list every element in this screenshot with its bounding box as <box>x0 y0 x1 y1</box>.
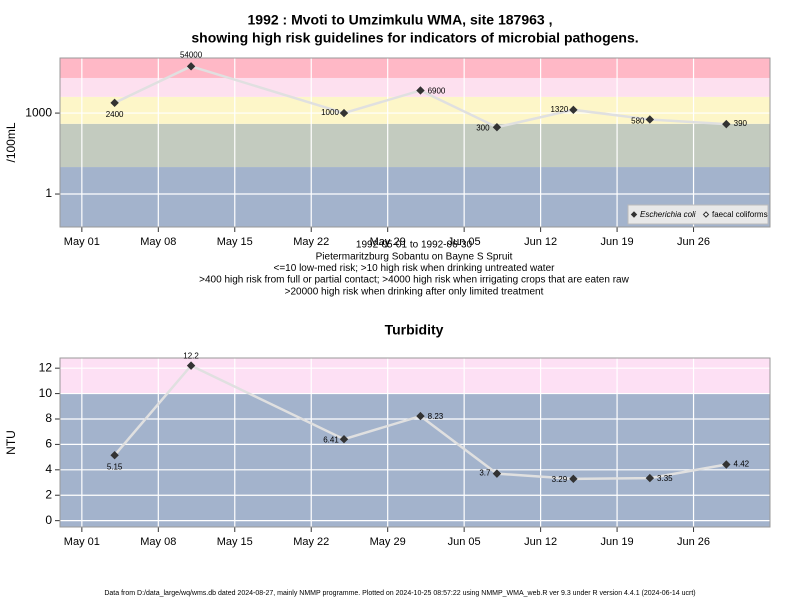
data-label: 5.15 <box>107 462 123 471</box>
data-label: 12.2 <box>183 352 199 361</box>
x-tick-label: Jun 05 <box>448 536 481 548</box>
y-tick-label: 6 <box>45 437 52 451</box>
data-label: 1320 <box>550 105 568 114</box>
x-tick-label: May 08 <box>140 236 176 248</box>
data-point <box>492 122 502 132</box>
y-tick-label: 2 <box>45 487 52 501</box>
data-label: 3.29 <box>552 475 568 484</box>
note: >400 high risk from full or partial cont… <box>199 275 629 286</box>
data-point <box>186 361 196 370</box>
data-label: 300 <box>476 123 490 132</box>
y-tick-label: 1000 <box>25 105 52 119</box>
x-tick-label: Jun 12 <box>524 536 557 548</box>
footer: Data from D:/data_large/wq/wms.db dated … <box>104 590 695 597</box>
data-label: 6.41 <box>323 435 339 444</box>
y-axis-label: NTU <box>4 430 18 455</box>
x-tick-label: May 29 <box>370 236 406 248</box>
y-tick-label: 8 <box>45 411 52 425</box>
x-tick-label: Jun 12 <box>524 236 557 248</box>
data-label: 6900 <box>428 87 446 96</box>
y-tick-label: 12 <box>39 360 53 374</box>
x-tick-label: May 22 <box>293 236 329 248</box>
data-label: 3.7 <box>479 469 491 478</box>
x-tick-label: Jun 26 <box>677 536 710 548</box>
data-point <box>722 119 731 129</box>
data-point <box>110 98 119 108</box>
chart-title: 1992 : Mvoti to Umzimkulu WMA, site 1879… <box>248 12 553 28</box>
x-tick-label: Jun 19 <box>601 236 634 248</box>
x-tick-label: May 15 <box>217 236 253 248</box>
data-point <box>339 108 349 118</box>
risk-band <box>60 77 770 97</box>
data-point <box>569 474 578 484</box>
x-tick-label: Jun 19 <box>601 536 634 548</box>
data-point <box>645 115 655 124</box>
chart-title: Turbidity <box>385 322 444 338</box>
data-label: 1000 <box>321 108 339 117</box>
y-tick-label: 4 <box>45 462 52 476</box>
data-label: 580 <box>631 117 645 126</box>
legend-marker <box>630 211 638 218</box>
x-tick-label: Jun 26 <box>677 236 710 248</box>
chart-title: showing high risk guidelines for indicat… <box>191 30 638 46</box>
data-label: 3.35 <box>657 474 673 483</box>
y-tick-label: 1 <box>45 186 52 200</box>
x-tick-label: May 01 <box>64 236 100 248</box>
legend: Escherichia coli faecal coliforms <box>627 204 769 225</box>
risk-band <box>60 393 770 527</box>
data-point <box>110 450 119 460</box>
risk-band <box>60 358 770 394</box>
x-tick-label: Jun 05 <box>448 236 481 248</box>
y-tick-label: 0 <box>45 513 52 527</box>
data-point <box>492 469 502 478</box>
data-point <box>416 86 425 95</box>
x-tick-label: May 08 <box>140 536 176 548</box>
data-label: 2400 <box>106 110 124 119</box>
data-point <box>339 434 349 444</box>
note: <=10 low-med risk; >10 high risk when dr… <box>274 263 556 274</box>
data-label: 390 <box>734 119 748 128</box>
plot-frame <box>59 357 771 528</box>
legend-box <box>627 204 769 225</box>
y-tick-label: 10 <box>39 386 53 400</box>
x-tick-label: May 15 <box>217 536 253 548</box>
legend-label: faecal coliforms <box>712 210 768 219</box>
x-tick-label: May 01 <box>64 536 100 548</box>
y-axis-label: /100mL <box>4 122 18 162</box>
series-line <box>113 364 727 481</box>
note: 1992-05-01 to 1992-06-30 <box>356 240 473 251</box>
data-label: 54000 <box>180 50 203 59</box>
x-tick-label: May 22 <box>293 536 329 548</box>
risk-band <box>60 58 770 78</box>
legend-label: Escherichia coli <box>640 210 696 219</box>
note: >20000 high risk when drinking after onl… <box>285 286 544 297</box>
legend-marker <box>702 211 710 218</box>
note: Pietermaritzburg Sobantu on Bayne S Spru… <box>316 251 513 262</box>
data-point <box>569 105 578 115</box>
risk-band <box>60 123 770 168</box>
x-tick-label: May 29 <box>370 536 406 548</box>
data-label: 4.42 <box>734 460 750 469</box>
data-point <box>186 62 196 71</box>
data-point <box>645 473 655 483</box>
data-point <box>416 411 425 421</box>
data-label: 8.23 <box>428 412 444 421</box>
plot-frame <box>59 57 771 228</box>
data-point <box>722 460 731 469</box>
series-line <box>114 65 727 129</box>
